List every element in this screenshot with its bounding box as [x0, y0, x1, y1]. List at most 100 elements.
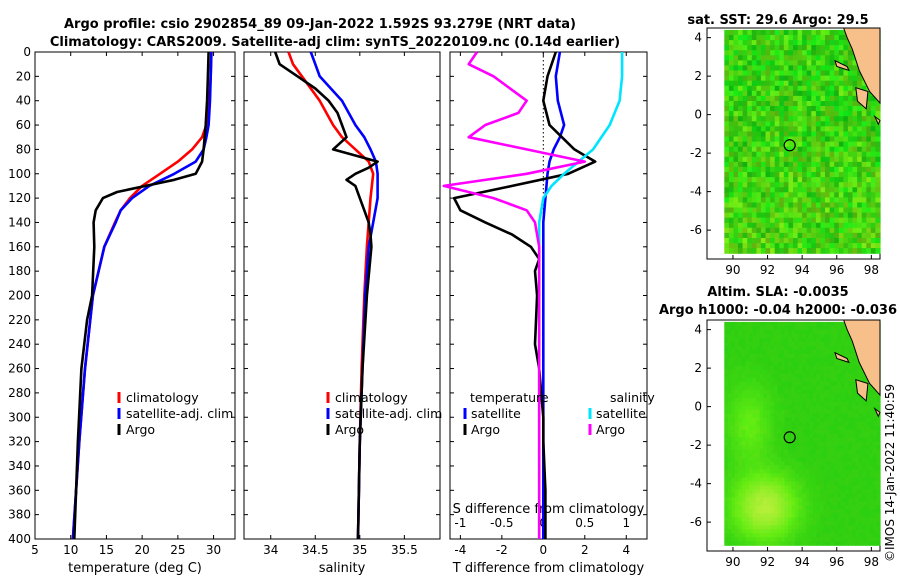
- map-cell: [791, 473, 796, 479]
- map-cell: [838, 45, 844, 51]
- map-cell: [823, 473, 828, 479]
- map-cell: [788, 521, 793, 526]
- map-cell: [788, 349, 793, 355]
- map-cell: [783, 126, 789, 132]
- map-cell: [728, 243, 735, 249]
- map-cell: [855, 525, 860, 530]
- map-cell: [788, 401, 793, 407]
- map-cell: [802, 445, 807, 451]
- map-cell: [724, 40, 730, 46]
- map-cell: [812, 477, 817, 482]
- map-cell: [788, 421, 793, 427]
- map-cell: [783, 65, 789, 72]
- map-cell: [751, 177, 757, 183]
- map-cell: [770, 337, 775, 343]
- map-cell: [872, 461, 877, 467]
- map-cell: [837, 333, 842, 339]
- map-cell: [812, 333, 817, 339]
- map-cell: [819, 497, 824, 502]
- map-cell: [815, 222, 822, 229]
- map-cell: [759, 429, 764, 435]
- map-cell: [843, 75, 849, 82]
- map-cell: [870, 238, 876, 244]
- temperature-axes-box: [34, 51, 236, 540]
- map-cell: [844, 541, 849, 546]
- map-cell: [802, 433, 807, 439]
- map-cell: [848, 341, 853, 347]
- map-cell: [843, 121, 849, 127]
- map-cell: [777, 357, 782, 363]
- map-cell: [731, 381, 736, 387]
- map-cell: [742, 192, 748, 198]
- map-cell: [823, 365, 828, 371]
- map-cell: [751, 55, 757, 61]
- map-cell: [820, 70, 826, 77]
- map-cell: [866, 202, 872, 209]
- map-cell: [876, 433, 881, 439]
- map-cell: [759, 485, 764, 490]
- map-cell: [788, 80, 794, 87]
- map-cell: [834, 45, 840, 51]
- map-cell: [759, 373, 764, 379]
- map-cell: [848, 377, 853, 383]
- map-cell: [727, 493, 732, 498]
- map-cell: [749, 433, 754, 439]
- map-cell: [724, 222, 730, 229]
- map-cell: [815, 111, 822, 117]
- map-cell: [802, 497, 807, 502]
- map-cell: [756, 501, 761, 506]
- map-cell: [791, 397, 796, 403]
- map-cell: [788, 222, 794, 229]
- map-cell: [855, 417, 860, 423]
- sst-map-ytick-label: -2: [690, 146, 702, 160]
- map-cell: [780, 533, 785, 538]
- map-cell: [848, 457, 853, 463]
- map-cell: [770, 377, 775, 383]
- map-cell: [872, 489, 877, 494]
- map-cell: [763, 481, 768, 486]
- map-cell: [727, 345, 732, 351]
- map-cell: [819, 401, 824, 407]
- map-cell: [862, 429, 867, 435]
- map-cell: [869, 461, 874, 467]
- map-cell: [760, 75, 767, 82]
- map-cell: [806, 131, 812, 138]
- map-cell: [770, 453, 775, 459]
- map-cell: [793, 151, 799, 158]
- map-cell: [848, 401, 853, 407]
- map-cell: [809, 393, 814, 399]
- map-cell: [765, 121, 771, 127]
- map-cell: [742, 232, 748, 239]
- map-cell: [749, 357, 754, 363]
- map-cell: [784, 473, 789, 479]
- map-cell: [791, 373, 796, 379]
- map-cell: [770, 489, 775, 494]
- map-cell: [759, 349, 764, 355]
- map-cell: [858, 457, 863, 463]
- map-cell: [858, 373, 863, 379]
- map-cell: [812, 497, 817, 502]
- map-cell: [811, 90, 817, 97]
- map-cell: [756, 35, 762, 41]
- map-cell: [770, 401, 775, 407]
- map-cell: [857, 217, 863, 224]
- map-cell: [727, 373, 732, 379]
- map-cell: [745, 405, 750, 411]
- map-cell: [724, 238, 730, 244]
- map-cell: [791, 445, 796, 451]
- map-cell: [724, 357, 729, 363]
- map-cell: [731, 345, 736, 351]
- map-cell: [791, 333, 796, 339]
- map-cell: [759, 453, 764, 459]
- map-cell: [747, 65, 753, 72]
- map-cell: [756, 136, 762, 143]
- map-cell: [852, 136, 858, 143]
- map-cell: [823, 517, 828, 522]
- map-cell: [870, 202, 876, 209]
- map-cell: [770, 385, 775, 391]
- salinity-series-line: [273, 51, 379, 540]
- map-cell: [770, 457, 775, 463]
- map-cell: [770, 349, 775, 355]
- map-cell: [773, 401, 778, 407]
- map-cell: [777, 341, 782, 347]
